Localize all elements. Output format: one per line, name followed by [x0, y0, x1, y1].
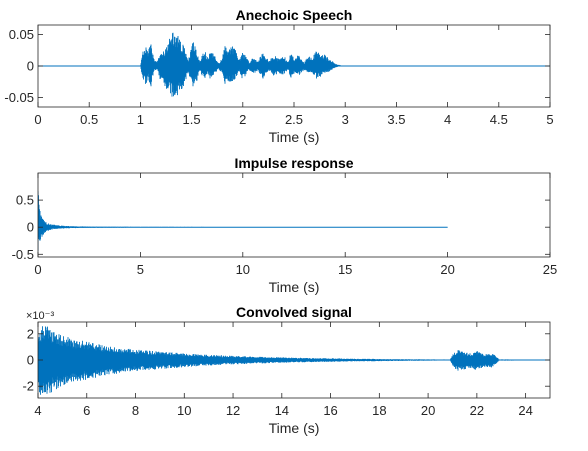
speech-xtick-label: 4.5 — [490, 112, 508, 127]
impulse-xlabel: Time (s) — [269, 279, 320, 295]
impulse-xtick-label: 10 — [236, 262, 250, 277]
speech-xtick-label: 1.5 — [183, 112, 201, 127]
speech-xtick-label: 0 — [34, 112, 41, 127]
speech-xtick-label: 4 — [444, 112, 451, 127]
speech-xtick-label: 3.5 — [387, 112, 405, 127]
convolved-xtick-label: 16 — [323, 403, 337, 418]
convolved-ytick-label: 2 — [27, 326, 34, 341]
impulse-xtick-label: 20 — [440, 262, 454, 277]
convolved-title: Convolved signal — [236, 304, 352, 320]
speech-xtick-label: 3 — [342, 112, 349, 127]
speech-title: Anechoic Speech — [236, 7, 353, 23]
speech-ytick-label: 0 — [27, 59, 34, 74]
impulse-xtick-label: 15 — [338, 262, 352, 277]
speech-ytick-label: 0.05 — [9, 27, 34, 42]
convolved-xtick-label: 24 — [518, 403, 532, 418]
speech-xtick-label: 5 — [546, 112, 553, 127]
speech-xtick-label: 1 — [137, 112, 144, 127]
speech-xtick-label: 2 — [239, 112, 246, 127]
impulse-title: Impulse response — [234, 155, 353, 171]
impulse-ytick-label: 0 — [27, 220, 34, 235]
convolved-xtick-label: 18 — [372, 403, 386, 418]
convolved-xtick-label: 4 — [34, 403, 41, 418]
impulse-xtick-label: 5 — [137, 262, 144, 277]
impulse-plot-area — [38, 173, 550, 257]
speech-xtick-label: 2.5 — [285, 112, 303, 127]
convolved-exponent-label: ×10⁻³ — [26, 310, 54, 322]
convolved-xtick-label: 6 — [83, 403, 90, 418]
speech-xtick-label: 0.5 — [80, 112, 98, 127]
convolved-xtick-label: 8 — [132, 403, 139, 418]
impulse-xtick-label: 0 — [34, 262, 41, 277]
impulse-ytick-label: 0.5 — [16, 193, 34, 208]
speech-ytick-label: -0.05 — [4, 90, 34, 105]
convolved-xtick-label: 20 — [421, 403, 435, 418]
convolved-xtick-label: 14 — [275, 403, 289, 418]
convolved-ytick-label: -2 — [22, 379, 34, 394]
impulse-axes-box — [37, 172, 551, 258]
convolved-xtick-label: 12 — [226, 403, 240, 418]
speech-panel: 0 0.5 1 1.5 2 2.5 3 3.5 4 4.5 50.050-0.05Anechoic … — [4, 7, 553, 145]
impulse-ytick-label: -0.5 — [12, 247, 34, 262]
convolved-xtick-label: 10 — [177, 403, 191, 418]
convolved-xlabel: Time (s) — [269, 420, 320, 436]
convolved-ytick-label: 0 — [27, 353, 34, 368]
convolved-xtick-label: 22 — [470, 403, 484, 418]
impulse-xtick-label: 25 — [543, 262, 557, 277]
speech-xlabel: Time (s) — [269, 129, 320, 145]
